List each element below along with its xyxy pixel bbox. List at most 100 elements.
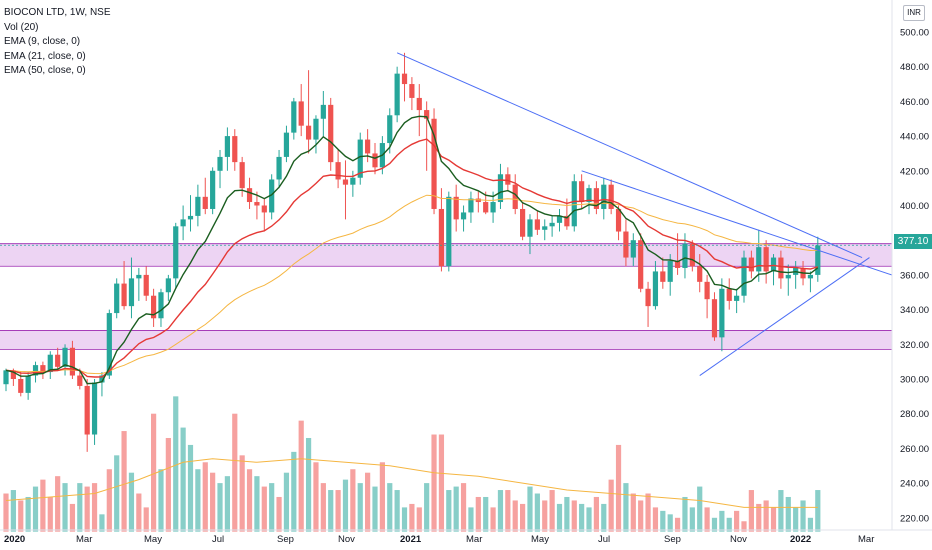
candle-body (62, 347, 68, 367)
volume-bar (785, 496, 791, 532)
candle-body (704, 281, 710, 300)
candle-body (387, 115, 393, 144)
candle-body (246, 188, 253, 203)
candle-body (697, 266, 703, 282)
y-tick-label: 240.00 (900, 479, 929, 490)
candle-body (217, 156, 223, 171)
volume-bars (3, 396, 821, 532)
volume-bar (593, 496, 599, 532)
candle-body (778, 257, 784, 279)
candle-body (365, 139, 371, 154)
volume-bar (689, 507, 695, 532)
volume-bar (756, 503, 762, 532)
candle-body (719, 288, 725, 338)
x-tick-label: Sep (277, 534, 294, 545)
volume-bar (579, 503, 585, 532)
candle-body (40, 365, 46, 373)
candle-body (770, 257, 777, 272)
volume-bar (3, 493, 9, 532)
candle-body (630, 240, 636, 258)
ema-50-line (5, 194, 818, 375)
y-tick-label: 460.00 (900, 97, 929, 108)
volume-bar (497, 490, 504, 532)
volume-bar (276, 496, 282, 532)
volume-bar (143, 507, 149, 532)
volume-bar (47, 496, 53, 532)
volume-bar (711, 517, 718, 532)
indicator-ema-9[interactable]: EMA (9, close, 0) (4, 36, 81, 47)
candle-body (438, 208, 445, 267)
volume-bar (704, 507, 710, 532)
candle-body (689, 243, 695, 267)
candle-body (394, 73, 400, 116)
volume-bar (645, 493, 651, 532)
candle-body (549, 222, 555, 227)
indicator-ema-50[interactable]: EMA (50, close, 0) (4, 65, 86, 76)
candle-body (269, 179, 275, 213)
last-price-label: 377.10 (894, 234, 932, 249)
candle-body (483, 202, 489, 213)
volume-bar (173, 396, 179, 532)
volume-bar (99, 514, 105, 532)
volume-bar (674, 517, 681, 532)
x-tick-label: Nov (338, 534, 355, 545)
volume-bar (25, 496, 31, 532)
candle-body (350, 177, 356, 185)
y-tick-label: 260.00 (900, 444, 929, 455)
candle-body (114, 283, 120, 314)
indicator-ema-21[interactable]: EMA (21, close, 0) (4, 50, 86, 62)
volume-bar (682, 496, 688, 532)
volume-bar (505, 490, 511, 532)
x-tick-label: Jul (212, 534, 224, 545)
currency-button[interactable]: INR (903, 5, 925, 21)
trendline (396, 52, 863, 259)
volume-bar (571, 500, 577, 532)
candle-body (128, 278, 135, 307)
candle-body (608, 184, 614, 209)
y-tick-label: 280.00 (900, 409, 929, 420)
volume-bar (483, 496, 489, 532)
candle-body (807, 274, 814, 279)
candle-body (84, 385, 90, 435)
volume-bar (342, 479, 349, 532)
volume-bar (55, 476, 61, 532)
candle-body (542, 226, 548, 230)
candle-body (674, 261, 681, 268)
candle-body (165, 278, 171, 293)
candle-body (32, 365, 39, 376)
volume-bar (431, 434, 437, 532)
indicator-volume[interactable]: Vol (20) (4, 21, 39, 33)
y-tick-label: 480.00 (900, 62, 929, 73)
candle-body (593, 188, 599, 209)
volume-bar (77, 483, 83, 532)
candle-body (520, 208, 526, 237)
candle-body (291, 101, 297, 133)
volume-bar (128, 472, 135, 532)
candle-body (335, 162, 341, 180)
volume-bar (409, 503, 415, 532)
volume-bar (601, 503, 607, 532)
x-tick-label: 2022 (790, 534, 811, 545)
volume-bar (335, 490, 341, 532)
candle-body (734, 295, 740, 301)
candle-body (623, 231, 629, 258)
volume-bar (357, 483, 363, 532)
volume-bar (18, 500, 24, 532)
volume-bar (475, 496, 481, 532)
candle-body (254, 202, 260, 206)
volume-bar (320, 483, 326, 532)
volume-bar (121, 431, 127, 532)
candle-body (99, 375, 105, 383)
volume-bar (246, 469, 253, 532)
candle-body (601, 184, 607, 209)
volume-bar (217, 483, 223, 532)
volume-bar (638, 500, 644, 532)
x-tick-label: Mar (76, 534, 92, 545)
candle-body (25, 375, 31, 393)
candle-body (660, 271, 666, 282)
volume-bar (800, 500, 806, 532)
candle-body (232, 136, 238, 163)
volume-bar (165, 437, 171, 532)
x-tick-label: 2020 (4, 534, 25, 545)
